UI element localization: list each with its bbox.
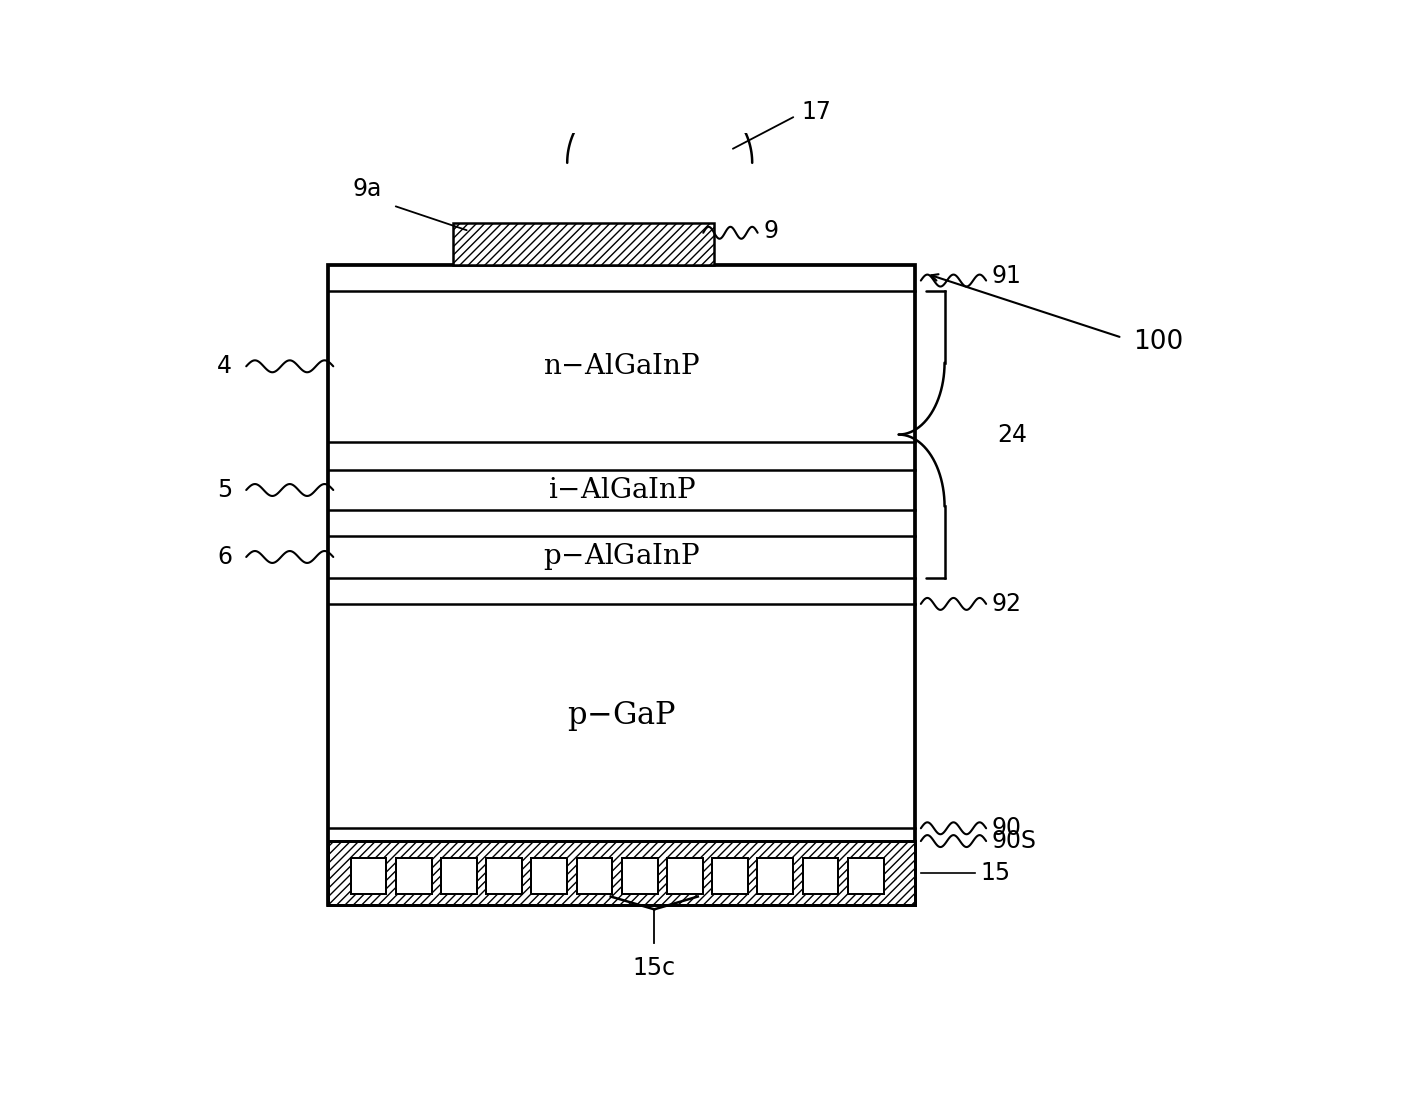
Bar	[577, 859, 612, 893]
Bar	[329, 841, 915, 905]
Text: 24: 24	[997, 422, 1026, 447]
Text: p$-$AlGaInP: p$-$AlGaInP	[543, 542, 701, 573]
Bar	[848, 859, 883, 893]
Bar	[396, 859, 431, 893]
Text: 15: 15	[981, 861, 1011, 885]
Text: p$-$GaP: p$-$GaP	[567, 699, 677, 733]
Bar	[712, 859, 748, 893]
Text: 92: 92	[991, 592, 1022, 616]
Text: 17: 17	[802, 100, 831, 124]
Bar	[531, 859, 567, 893]
Bar	[803, 859, 838, 893]
Bar	[441, 859, 477, 893]
Text: 6: 6	[218, 545, 232, 570]
Text: 100: 100	[1133, 329, 1184, 355]
Text: 90: 90	[991, 817, 1022, 840]
Bar	[667, 859, 703, 893]
Bar	[622, 859, 657, 893]
Text: 91: 91	[991, 265, 1022, 288]
Bar	[329, 265, 915, 905]
Text: 15c: 15c	[633, 956, 675, 981]
Text: 9a: 9a	[352, 177, 382, 202]
Text: 90S: 90S	[991, 829, 1036, 853]
Bar	[351, 859, 386, 893]
Text: 5: 5	[216, 478, 232, 502]
Text: 9: 9	[764, 219, 778, 243]
Text: i$-$AlGaInP: i$-$AlGaInP	[548, 476, 696, 503]
Bar	[486, 859, 522, 893]
Text: n$-$AlGaInP: n$-$AlGaInP	[543, 352, 701, 380]
Bar	[757, 859, 793, 893]
Bar	[453, 223, 715, 265]
Text: 4: 4	[218, 355, 232, 378]
